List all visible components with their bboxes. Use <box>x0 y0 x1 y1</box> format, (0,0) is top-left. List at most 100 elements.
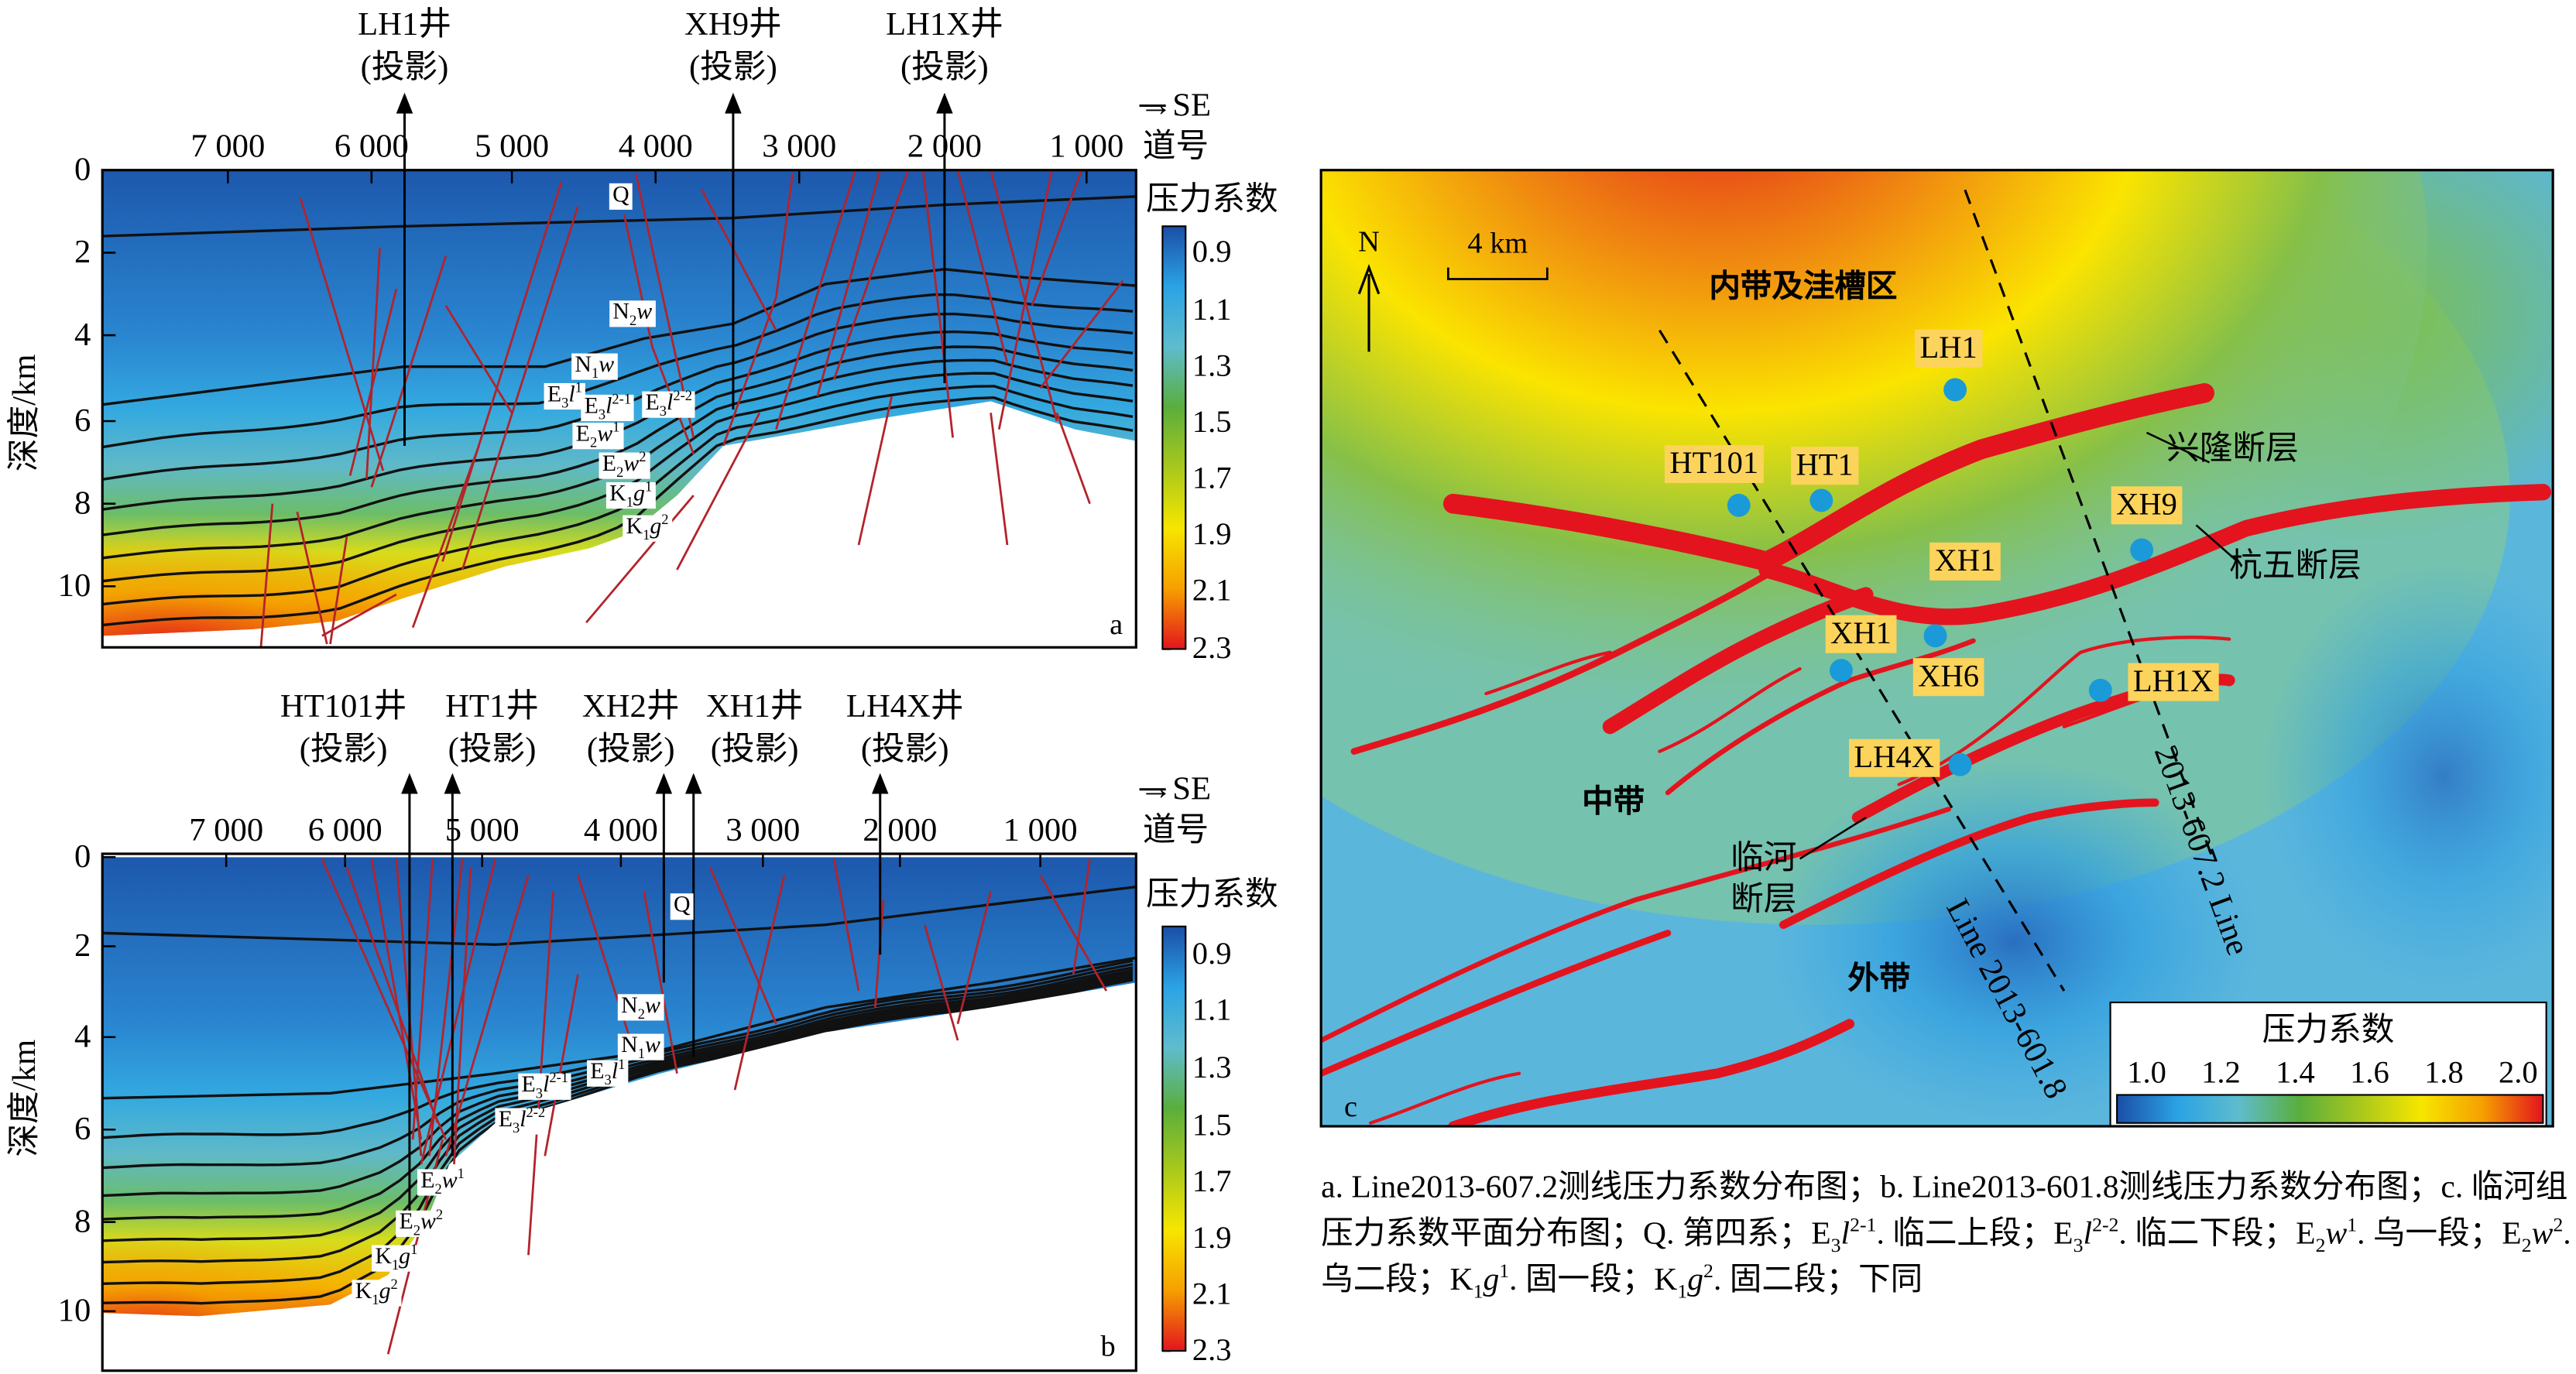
colorbar-tick-label: 2.1 <box>1192 574 1232 609</box>
colorbar-tick-label: 1.1 <box>1192 993 1232 1029</box>
colorbar-tick-label: 2.3 <box>1192 632 1232 666</box>
arrow-up-icon <box>444 773 461 794</box>
map-frame <box>1319 169 2554 1128</box>
scale-bar <box>1446 267 1549 280</box>
well-label-xh2: XH2井 <box>581 688 680 725</box>
map-colorbar-tick-label: 1.4 <box>2276 1056 2315 1091</box>
formation-label: E3l1 <box>544 380 586 409</box>
well-label-xh1: XH1井 <box>705 688 804 725</box>
fault-trace <box>420 858 497 1165</box>
formation-label: K1g2 <box>623 512 672 542</box>
horizon <box>102 396 1134 627</box>
depth-tick-label: 0 <box>74 838 91 875</box>
arrow-up-icon <box>725 92 742 114</box>
fault-trace <box>775 170 857 430</box>
formation-label: Q <box>609 183 633 210</box>
well-note: (投影) <box>710 732 799 769</box>
fault-trace <box>623 214 695 455</box>
well-dot <box>1830 659 1853 683</box>
section-a <box>101 92 1187 650</box>
well-note: (投影) <box>900 50 989 86</box>
colorbar-tick-label: 1.7 <box>1192 461 1232 497</box>
colorbar-tick-label: 1.5 <box>1192 1108 1232 1144</box>
formation-label: K1g1 <box>605 479 656 509</box>
map-well-label: XH6 <box>1912 658 1984 697</box>
map-colorbar-tick-label: 1.8 <box>2424 1056 2464 1091</box>
depth-tick-label: 2 <box>74 234 91 271</box>
formation-label: N2w <box>617 994 664 1021</box>
well-dot <box>1809 488 1833 512</box>
formation-label: E3l2-1 <box>518 1070 572 1100</box>
section-b-frame <box>101 852 1137 1372</box>
fault-trace <box>733 875 786 1091</box>
north-arrow-icon <box>1357 264 1381 352</box>
trace-tick-label: 1 000 <box>1003 812 1078 849</box>
arrow-up-icon <box>936 92 953 114</box>
figure-caption: a. Line2013-607.2测线压力系数分布图；b. Line2013-6… <box>1321 1170 2571 1304</box>
map-well-label: LH4X <box>1849 738 1940 777</box>
well-note: (投影) <box>299 732 388 769</box>
map-colorbar-tick-label: 1.6 <box>2350 1056 2389 1091</box>
trace-tick-label: 7 000 <box>189 812 264 849</box>
fault-trace <box>921 170 954 438</box>
fault-trace <box>453 866 472 1165</box>
formation-label: K1g2 <box>352 1276 402 1307</box>
fault-trace <box>370 255 448 488</box>
trace-tick-label: 6 000 <box>307 812 382 849</box>
arrow-up-icon <box>396 92 413 114</box>
colorbar-tick-label: 0.9 <box>1192 937 1232 972</box>
fault-trace <box>345 866 439 1124</box>
formation-label: E3l2-2 <box>495 1105 549 1135</box>
arrow-up-icon <box>684 773 702 794</box>
fault-trace <box>857 396 894 546</box>
well-label-ht101: HT101井 <box>280 688 407 725</box>
fault-trace <box>1072 858 1091 975</box>
fault-trace <box>1039 875 1108 992</box>
fault-trace <box>585 495 695 624</box>
colorbar-tick-label: 1.7 <box>1192 1165 1232 1200</box>
well-dot <box>1923 624 1947 648</box>
colorbar-a <box>1161 225 1187 650</box>
trace-tick-label: 5 000 <box>444 812 520 849</box>
colorbar-tick-label: 2.1 <box>1192 1277 1232 1312</box>
arrow-up-icon <box>871 773 889 794</box>
section-b <box>101 773 1187 1372</box>
map-colorbar-tick-label: 1.2 <box>2201 1056 2241 1091</box>
fault-trace <box>444 304 513 414</box>
horizon <box>102 385 1134 606</box>
fault-trace <box>296 512 328 645</box>
formation-label: E3l2-2 <box>642 388 696 418</box>
depth-tick-label: 10 <box>57 567 91 605</box>
fault-trace <box>329 536 348 645</box>
trace-axis-label: 道号 <box>1142 812 1209 849</box>
depth-axis-label: 深度/km <box>6 354 43 472</box>
map-colorbar <box>2116 1094 2544 1124</box>
colorbar-tick-label: 1.5 <box>1192 405 1232 440</box>
fault-trace <box>1031 170 1083 307</box>
fault-trace <box>348 289 398 476</box>
formation-label: E3l2-1 <box>581 392 635 421</box>
fault-label-linhe: 断层 <box>1730 882 1797 919</box>
well-dot <box>2088 678 2112 702</box>
fault-trace <box>259 503 274 648</box>
depth-tick-label: 10 <box>57 1293 91 1330</box>
depth-tick-label: 2 <box>74 927 91 965</box>
panel-label: c <box>1344 1090 1358 1123</box>
depth-tick-label: 6 <box>74 1111 91 1148</box>
map-colorbar-tick-label: 1.0 <box>2127 1056 2166 1091</box>
panel-label: b <box>1100 1329 1116 1363</box>
map-well-label: HT1 <box>1791 447 1859 485</box>
well-label-lh1: LH1井 <box>358 6 451 43</box>
depth-tick-label: 6 <box>74 403 91 440</box>
well-label-lh4x: LH4X井 <box>846 688 964 725</box>
fault-trace <box>441 181 563 562</box>
well-note: (投影) <box>586 732 675 769</box>
map-well-label: XH9 <box>2111 486 2183 525</box>
trace-tick-label: 3 000 <box>762 128 837 166</box>
well-dot <box>1943 378 1967 402</box>
formation-label: K1g1 <box>372 1242 421 1272</box>
fault-trace <box>411 858 434 1140</box>
trace-tick-label: 4 000 <box>583 812 658 849</box>
panel-label: a <box>1110 608 1123 641</box>
colorbar-title: 压力系数 <box>1146 181 1278 218</box>
